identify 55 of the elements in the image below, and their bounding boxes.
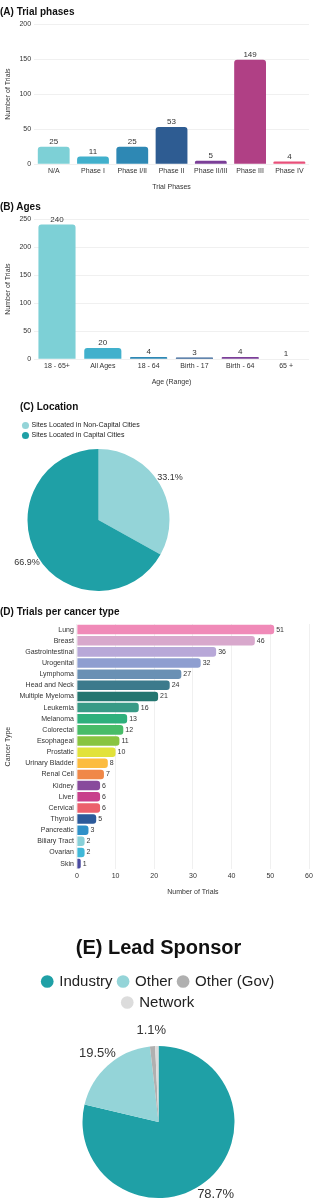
data-label: 19.5%: [79, 1044, 117, 1060]
bar: [77, 635, 255, 646]
bar: [77, 758, 108, 769]
data-label: 25: [49, 136, 59, 146]
data-label: 149: [243, 49, 258, 59]
chart-title: (A) Trial phases: [0, 5, 75, 17]
data-label: 11: [88, 146, 98, 156]
data-label: 1.1%: [136, 1021, 167, 1037]
chart-title: (B) Ages: [0, 200, 42, 212]
bar: [77, 669, 182, 679]
chart-title: (E) Lead Sponsor: [75, 935, 242, 958]
data-label: 53: [167, 117, 177, 127]
chart-title: (C) Location: [20, 400, 79, 412]
legend-label: Industry: [59, 971, 114, 989]
bar: [273, 161, 306, 164]
bar: [77, 624, 275, 635]
data-label: 4: [238, 347, 244, 357]
legend-label: Network: [139, 992, 195, 1010]
bar: [77, 713, 128, 724]
bar: [37, 146, 70, 164]
bar: [77, 156, 109, 164]
bar: [77, 658, 201, 668]
data-label: 4: [287, 151, 293, 161]
data-label: 4: [146, 347, 152, 357]
bar: [38, 224, 76, 359]
bar: [77, 780, 101, 791]
bar: [77, 647, 217, 657]
data-label: 240: [50, 214, 65, 224]
bar: [77, 691, 159, 702]
data-label: 5: [208, 150, 214, 160]
bar: [77, 769, 104, 780]
bar: [84, 347, 122, 359]
data-label: 1: [283, 348, 289, 358]
bar: [77, 814, 97, 824]
bar: [77, 680, 170, 691]
bar: [77, 736, 120, 746]
bar: [77, 747, 116, 757]
legend-label: Other: [135, 971, 173, 989]
data-label: 66.9%: [14, 556, 40, 567]
bar: [194, 160, 227, 164]
bar: [77, 825, 89, 835]
bar: [234, 59, 266, 164]
bar: [77, 702, 139, 713]
data-label: 20: [98, 338, 108, 348]
bar: [155, 127, 188, 164]
data-label: 3: [192, 347, 198, 357]
legend-label: Other (Gov): [195, 971, 275, 989]
bar: [77, 791, 101, 802]
data-label: 33.1%: [157, 472, 183, 483]
data-label: 25: [127, 136, 138, 146]
bar: [116, 146, 149, 164]
data-label: 78.7%: [197, 1185, 235, 1201]
bar: [77, 725, 124, 735]
chart-title: (D) Trials per cancer type: [0, 605, 120, 617]
bar: [77, 803, 101, 813]
